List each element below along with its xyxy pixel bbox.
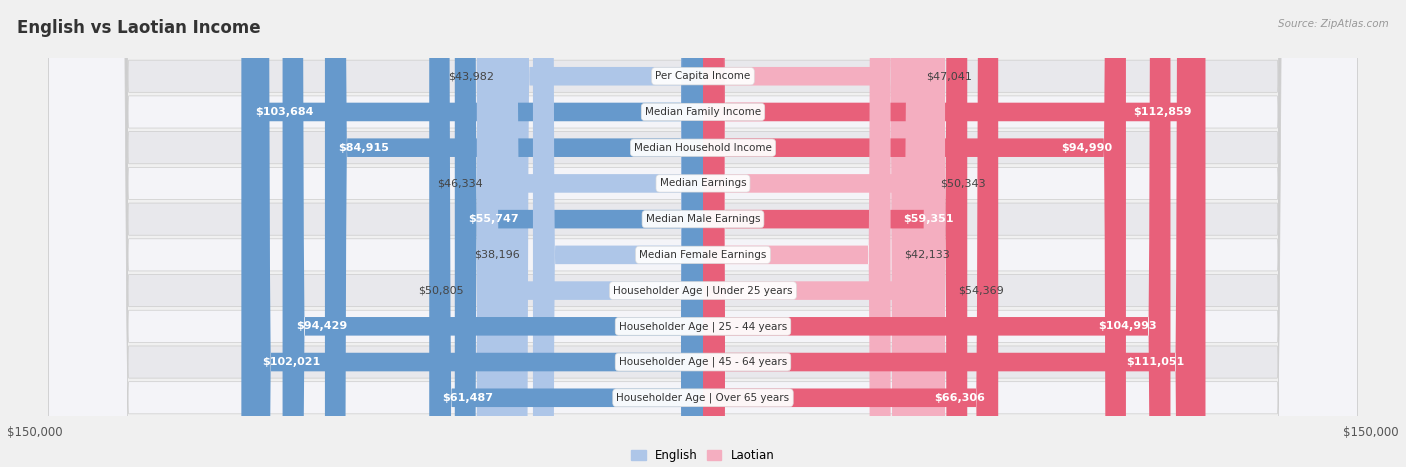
FancyBboxPatch shape bbox=[703, 0, 890, 467]
FancyBboxPatch shape bbox=[703, 0, 912, 467]
Text: $94,990: $94,990 bbox=[1062, 143, 1112, 153]
FancyBboxPatch shape bbox=[496, 0, 703, 467]
FancyBboxPatch shape bbox=[48, 0, 1358, 467]
Text: $50,343: $50,343 bbox=[941, 178, 986, 188]
FancyBboxPatch shape bbox=[429, 0, 703, 467]
Text: $54,369: $54,369 bbox=[959, 286, 1004, 296]
FancyBboxPatch shape bbox=[48, 0, 1358, 467]
Text: Householder Age | 45 - 64 years: Householder Age | 45 - 64 years bbox=[619, 357, 787, 367]
FancyBboxPatch shape bbox=[325, 0, 703, 467]
Legend: English, Laotian: English, Laotian bbox=[627, 445, 779, 467]
FancyBboxPatch shape bbox=[703, 0, 967, 467]
FancyBboxPatch shape bbox=[48, 0, 1358, 467]
Text: $50,805: $50,805 bbox=[418, 286, 464, 296]
Text: Median Earnings: Median Earnings bbox=[659, 178, 747, 188]
Text: $84,915: $84,915 bbox=[339, 143, 389, 153]
Text: Householder Age | Under 25 years: Householder Age | Under 25 years bbox=[613, 285, 793, 296]
Text: Per Capita Income: Per Capita Income bbox=[655, 71, 751, 81]
Text: $55,747: $55,747 bbox=[468, 214, 519, 224]
Text: $61,487: $61,487 bbox=[443, 393, 494, 403]
FancyBboxPatch shape bbox=[703, 0, 998, 467]
FancyBboxPatch shape bbox=[477, 0, 703, 467]
Text: Median Household Income: Median Household Income bbox=[634, 143, 772, 153]
FancyBboxPatch shape bbox=[703, 0, 1170, 467]
Text: Source: ZipAtlas.com: Source: ZipAtlas.com bbox=[1278, 19, 1389, 28]
Text: $94,429: $94,429 bbox=[295, 321, 347, 331]
FancyBboxPatch shape bbox=[48, 0, 1358, 467]
FancyBboxPatch shape bbox=[48, 0, 1358, 467]
Text: $46,334: $46,334 bbox=[437, 178, 484, 188]
FancyBboxPatch shape bbox=[454, 0, 703, 467]
Text: English vs Laotian Income: English vs Laotian Income bbox=[17, 19, 260, 37]
Text: $102,021: $102,021 bbox=[262, 357, 321, 367]
FancyBboxPatch shape bbox=[48, 0, 1358, 467]
Text: Median Family Income: Median Family Income bbox=[645, 107, 761, 117]
FancyBboxPatch shape bbox=[703, 0, 945, 467]
Text: $38,196: $38,196 bbox=[474, 250, 520, 260]
FancyBboxPatch shape bbox=[249, 0, 703, 467]
FancyBboxPatch shape bbox=[48, 0, 1358, 467]
FancyBboxPatch shape bbox=[283, 0, 703, 467]
Text: Median Female Earnings: Median Female Earnings bbox=[640, 250, 766, 260]
FancyBboxPatch shape bbox=[48, 0, 1358, 467]
FancyBboxPatch shape bbox=[703, 0, 1126, 467]
Text: $42,133: $42,133 bbox=[904, 250, 949, 260]
Text: $59,351: $59,351 bbox=[904, 214, 953, 224]
Text: $111,051: $111,051 bbox=[1126, 357, 1184, 367]
FancyBboxPatch shape bbox=[48, 0, 1358, 467]
FancyBboxPatch shape bbox=[703, 0, 927, 467]
Text: Median Male Earnings: Median Male Earnings bbox=[645, 214, 761, 224]
FancyBboxPatch shape bbox=[508, 0, 703, 467]
FancyBboxPatch shape bbox=[48, 0, 1358, 467]
FancyBboxPatch shape bbox=[703, 0, 1205, 467]
Text: $47,041: $47,041 bbox=[925, 71, 972, 81]
FancyBboxPatch shape bbox=[703, 0, 1198, 467]
Text: $112,859: $112,859 bbox=[1133, 107, 1192, 117]
Text: $43,982: $43,982 bbox=[449, 71, 494, 81]
Text: $103,684: $103,684 bbox=[254, 107, 314, 117]
Text: Householder Age | 25 - 44 years: Householder Age | 25 - 44 years bbox=[619, 321, 787, 332]
FancyBboxPatch shape bbox=[533, 0, 703, 467]
FancyBboxPatch shape bbox=[242, 0, 703, 467]
Text: Householder Age | Over 65 years: Householder Age | Over 65 years bbox=[616, 393, 790, 403]
Text: $66,306: $66,306 bbox=[934, 393, 984, 403]
Text: $104,993: $104,993 bbox=[1098, 321, 1157, 331]
